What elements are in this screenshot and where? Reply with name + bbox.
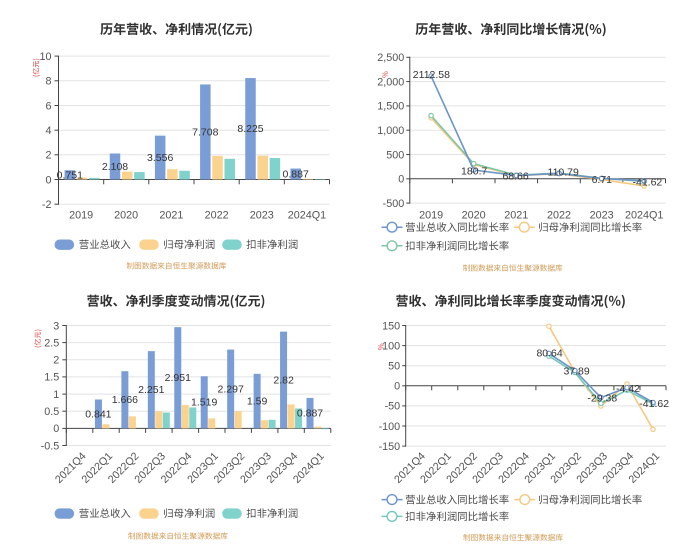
svg-text:2019: 2019 — [419, 209, 443, 221]
svg-text:37.89: 37.89 — [563, 365, 589, 377]
svg-text:-41.62: -41.62 — [639, 398, 669, 410]
svg-text:68.66: 68.66 — [502, 171, 528, 183]
svg-text:0.751: 0.751 — [57, 169, 83, 181]
svg-text:6: 6 — [45, 100, 51, 112]
svg-text:-0.5: -0.5 — [41, 440, 60, 452]
svg-text:2021: 2021 — [159, 209, 183, 221]
svg-text:1.519: 1.519 — [191, 397, 217, 409]
svg-text:0: 0 — [398, 174, 404, 186]
svg-text:6.71: 6.71 — [592, 174, 613, 186]
svg-text:2023: 2023 — [250, 209, 274, 221]
svg-text:1,500: 1,500 — [377, 101, 404, 113]
svg-text:10: 10 — [39, 51, 51, 63]
svg-text:2.951: 2.951 — [165, 372, 191, 384]
svg-text:4: 4 — [45, 125, 51, 137]
svg-text:0.887: 0.887 — [283, 168, 309, 180]
svg-text:2.297: 2.297 — [218, 383, 244, 395]
svg-text:-500: -500 — [383, 198, 405, 210]
svg-text:100: 100 — [382, 340, 400, 352]
svg-text:7.708: 7.708 — [192, 126, 218, 138]
svg-text:1: 1 — [53, 389, 59, 401]
svg-text:-50: -50 — [385, 401, 401, 413]
svg-text:0.887: 0.887 — [297, 408, 323, 420]
svg-text:-4.42: -4.42 — [616, 383, 640, 395]
svg-text:180.7: 180.7 — [461, 166, 487, 178]
svg-text:-41.62: -41.62 — [633, 176, 663, 188]
svg-text:2112.58: 2112.58 — [413, 69, 450, 81]
svg-text:2019: 2019 — [69, 209, 93, 221]
svg-text:50: 50 — [388, 361, 400, 373]
svg-text:2,000: 2,000 — [377, 76, 404, 88]
svg-text:8: 8 — [45, 76, 51, 88]
svg-text:2: 2 — [45, 150, 51, 162]
svg-text:0.841: 0.841 — [85, 408, 111, 420]
svg-text:2024Q1: 2024Q1 — [288, 209, 326, 221]
svg-text:-100: -100 — [379, 421, 401, 433]
svg-text:0: 0 — [53, 423, 59, 435]
svg-text:2022: 2022 — [205, 209, 229, 221]
svg-text:150: 150 — [382, 320, 400, 332]
svg-text:0.5: 0.5 — [44, 406, 59, 418]
svg-text:3.556: 3.556 — [147, 152, 173, 164]
svg-text:1.5: 1.5 — [44, 372, 59, 384]
svg-text:2.5: 2.5 — [44, 337, 59, 349]
svg-text:1,000: 1,000 — [377, 125, 404, 137]
svg-text:2023: 2023 — [590, 209, 614, 221]
svg-text:2020: 2020 — [114, 209, 138, 221]
svg-text:-2: -2 — [42, 199, 52, 211]
svg-text:110.79: 110.79 — [548, 167, 579, 179]
svg-text:500: 500 — [386, 149, 404, 161]
svg-text:2022: 2022 — [547, 209, 571, 221]
svg-text:8.225: 8.225 — [237, 123, 263, 135]
svg-text:2.82: 2.82 — [273, 374, 294, 386]
svg-text:2021: 2021 — [504, 209, 528, 221]
svg-text:0: 0 — [45, 174, 51, 186]
svg-text:1.59: 1.59 — [247, 396, 268, 408]
svg-text:-29.38: -29.38 — [587, 393, 617, 405]
svg-text:2: 2 — [53, 355, 59, 367]
svg-text:80.64: 80.64 — [536, 348, 562, 360]
svg-text:2024Q1: 2024Q1 — [625, 209, 663, 221]
svg-text:0: 0 — [394, 381, 400, 393]
svg-text:-150: -150 — [379, 441, 401, 453]
svg-text:2020: 2020 — [462, 209, 486, 221]
svg-text:3: 3 — [53, 320, 59, 332]
svg-text:1.666: 1.666 — [112, 394, 138, 406]
svg-text:2,500: 2,500 — [377, 52, 404, 64]
svg-text:2.251: 2.251 — [138, 384, 164, 396]
svg-text:2.108: 2.108 — [102, 161, 128, 173]
